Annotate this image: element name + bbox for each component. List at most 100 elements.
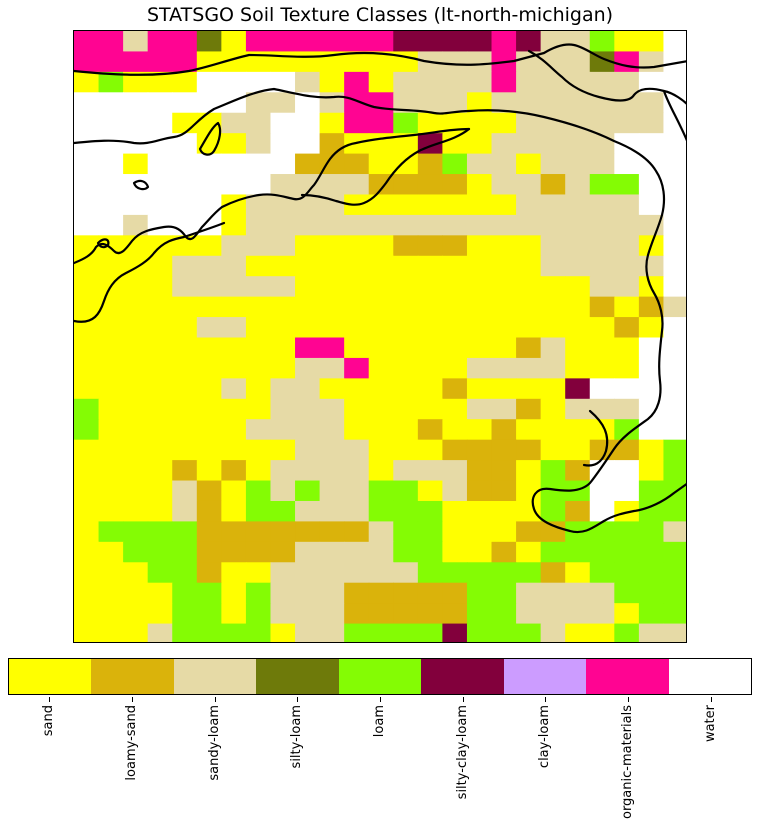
soil-cell xyxy=(270,255,296,277)
soil-cell xyxy=(123,623,149,642)
soil-cell xyxy=(663,174,686,196)
soil-cell xyxy=(393,562,419,584)
soil-cell xyxy=(270,133,296,155)
soil-cell xyxy=(368,133,394,155)
soil-cell xyxy=(663,214,686,236)
soil-cell xyxy=(147,460,173,482)
soil-cell xyxy=(74,398,100,420)
soil-cell xyxy=(319,460,345,482)
soil-cell xyxy=(270,439,296,461)
soil-cell xyxy=(98,174,124,196)
soil-cell xyxy=(172,51,198,73)
soil-cell xyxy=(221,439,247,461)
legend-labels: sand loamy-sand sandy-loam silty-loam loam si… xyxy=(8,697,752,819)
soil-cell xyxy=(245,214,272,236)
soil-cell xyxy=(466,398,493,420)
soil-cell xyxy=(368,337,394,359)
soil-cell xyxy=(344,153,370,175)
soil-cell xyxy=(172,71,198,93)
soil-cell xyxy=(491,439,517,461)
soil-cell xyxy=(565,419,591,441)
soil-cell xyxy=(319,92,345,114)
soil-cell xyxy=(123,398,149,420)
soil-cell xyxy=(245,337,272,359)
soil-cell xyxy=(196,255,222,277)
soil-cell xyxy=(221,562,247,584)
soil-cell xyxy=(466,235,493,257)
soil-cell xyxy=(614,357,640,379)
legend-tick xyxy=(710,697,712,702)
soil-cell xyxy=(295,357,321,379)
soil-cell xyxy=(344,51,370,73)
soil-cell xyxy=(663,357,686,379)
soil-cell xyxy=(98,500,124,522)
soil-cell xyxy=(196,317,222,339)
soil-cell xyxy=(516,255,542,277)
soil-cell xyxy=(245,623,272,642)
soil-cell xyxy=(172,112,198,134)
soil-cell xyxy=(221,214,247,236)
soil-cell xyxy=(516,194,542,216)
soil-cell xyxy=(319,562,345,584)
soil-cell xyxy=(442,214,468,236)
soil-cell xyxy=(319,235,345,257)
soil-cell xyxy=(147,337,173,359)
soil-cell xyxy=(344,31,370,53)
soil-cell xyxy=(442,255,468,277)
soil-cell xyxy=(589,357,615,379)
soil-cell xyxy=(270,582,296,604)
soil-cell xyxy=(663,71,686,93)
soil-cell xyxy=(368,31,394,53)
soil-cell xyxy=(344,174,370,196)
soil-cell xyxy=(368,378,394,400)
soil-cell xyxy=(663,603,686,625)
soil-cell xyxy=(417,439,443,461)
soil-cell xyxy=(147,51,173,73)
soil-cell xyxy=(319,153,345,175)
soil-cell xyxy=(123,439,149,461)
soil-cell xyxy=(98,623,124,642)
soil-cell xyxy=(270,317,296,339)
straits-shore xyxy=(662,89,686,142)
soil-cell xyxy=(245,460,272,482)
soil-cell xyxy=(319,31,345,53)
soil-cell xyxy=(491,562,517,584)
soil-cell xyxy=(221,174,247,196)
soil-cell xyxy=(270,460,296,482)
soil-cell xyxy=(491,92,517,114)
soil-cell xyxy=(442,378,468,400)
soil-cell xyxy=(123,235,149,257)
soil-cell xyxy=(147,439,173,461)
soil-cell xyxy=(540,398,566,420)
soil-cell xyxy=(172,235,198,257)
legend-swatch-sand xyxy=(9,659,92,694)
soil-cell xyxy=(466,460,493,482)
soil-cell xyxy=(540,317,566,339)
legend-tick xyxy=(297,697,299,702)
legend-tick xyxy=(132,697,133,702)
soil-cell xyxy=(589,255,615,277)
soil-cell xyxy=(540,51,566,73)
soil-cell xyxy=(516,133,542,155)
soil-cell xyxy=(466,480,493,502)
soil-cell xyxy=(221,71,247,93)
soil-cell xyxy=(540,562,566,584)
lake-huron-shore xyxy=(467,109,686,534)
soil-cell xyxy=(638,500,665,522)
soil-cell xyxy=(466,337,493,359)
soil-cell xyxy=(393,582,419,604)
soil-cell xyxy=(221,582,247,604)
soil-cell xyxy=(663,296,686,318)
soil-cell xyxy=(442,296,468,318)
soil-cell xyxy=(516,174,542,196)
soil-cell xyxy=(98,398,124,420)
soil-cell xyxy=(344,521,370,543)
soil-cell xyxy=(74,541,100,563)
soil-cell xyxy=(417,480,443,502)
soil-cell xyxy=(270,153,296,175)
soil-cell xyxy=(74,174,100,196)
soil-cell xyxy=(319,480,345,502)
legend-swatch-clay-loam xyxy=(503,659,587,694)
soil-cell xyxy=(442,480,468,502)
soil-cell xyxy=(270,398,296,420)
